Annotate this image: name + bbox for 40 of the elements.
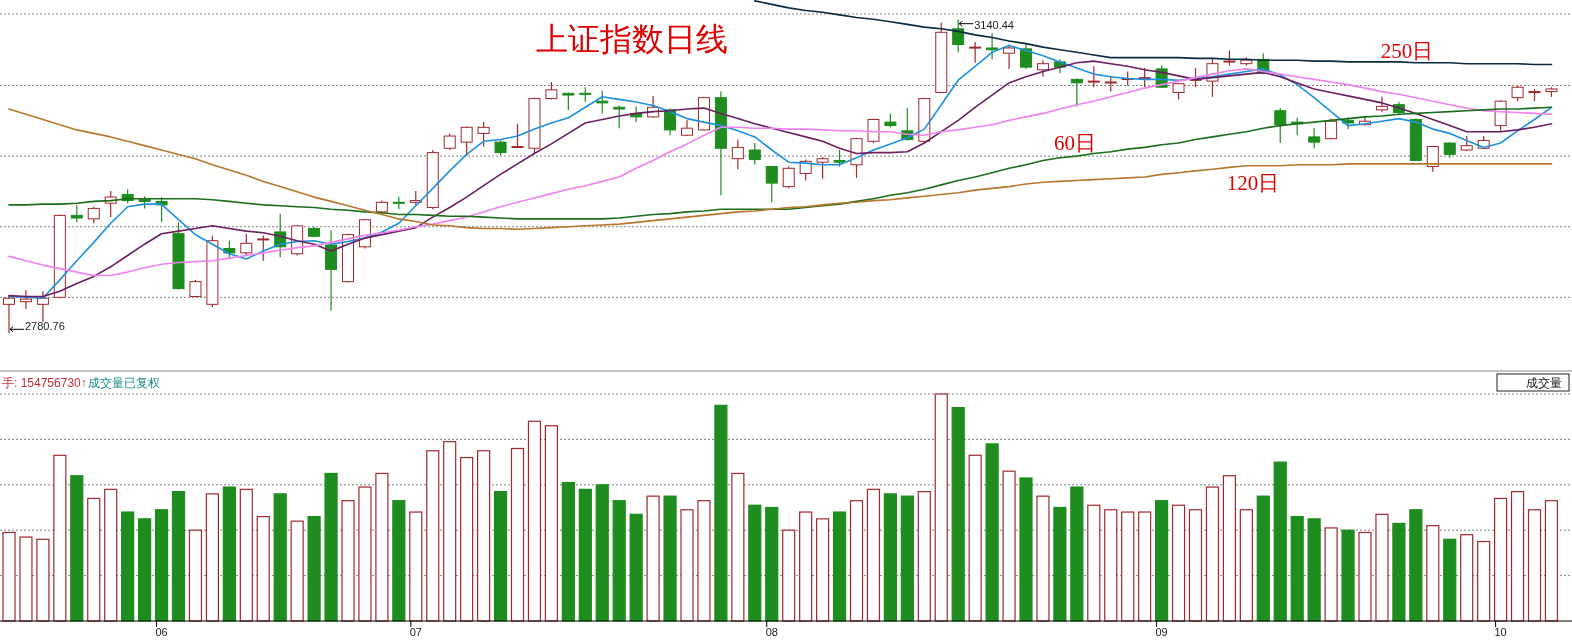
candlestick (392, 196, 405, 210)
candlestick (19, 289, 32, 310)
candlestick (1036, 59, 1049, 78)
x-tick-label: 08 (765, 626, 778, 638)
candlestick (596, 90, 609, 114)
series-label: 60日 (1054, 131, 1096, 155)
candlestick (986, 32, 999, 60)
candlestick (664, 107, 677, 136)
candlestick (1003, 43, 1016, 70)
candlestick (765, 165, 778, 203)
candlestick (1070, 77, 1083, 107)
candlestick (1308, 127, 1321, 149)
candlestick (511, 123, 524, 149)
candlestick (1274, 107, 1287, 144)
candlestick (731, 138, 744, 170)
candlestick (257, 234, 270, 262)
chart-title: 上证指数日线 (536, 21, 728, 57)
candlestick (3, 295, 15, 334)
x-tick-label: 09 (1155, 626, 1168, 638)
annotation: 2780.76 (25, 320, 65, 333)
series-label: 250日 (1380, 39, 1434, 63)
x-tick-label: 10 (1494, 626, 1507, 638)
candlestick (223, 240, 236, 260)
x-tick-label: 07 (409, 626, 422, 638)
candlestick (1087, 65, 1100, 88)
candlestick (969, 41, 982, 64)
candlestick (240, 233, 253, 257)
text: 成交量已复权 (88, 376, 160, 390)
x-tick-label: 06 (155, 626, 168, 638)
candlestick (816, 156, 829, 180)
text: 成交量 (1526, 376, 1562, 390)
candlestick (952, 19, 965, 53)
candlestick (36, 290, 49, 323)
candlestick (748, 142, 761, 166)
candlestick (613, 104, 626, 129)
series-label: 120日 (1226, 171, 1280, 195)
annotation: 3140.44 (974, 18, 1014, 31)
text: 手: 154756730↑ (2, 376, 87, 390)
candlestick (1020, 43, 1032, 70)
candlestick (477, 121, 490, 148)
